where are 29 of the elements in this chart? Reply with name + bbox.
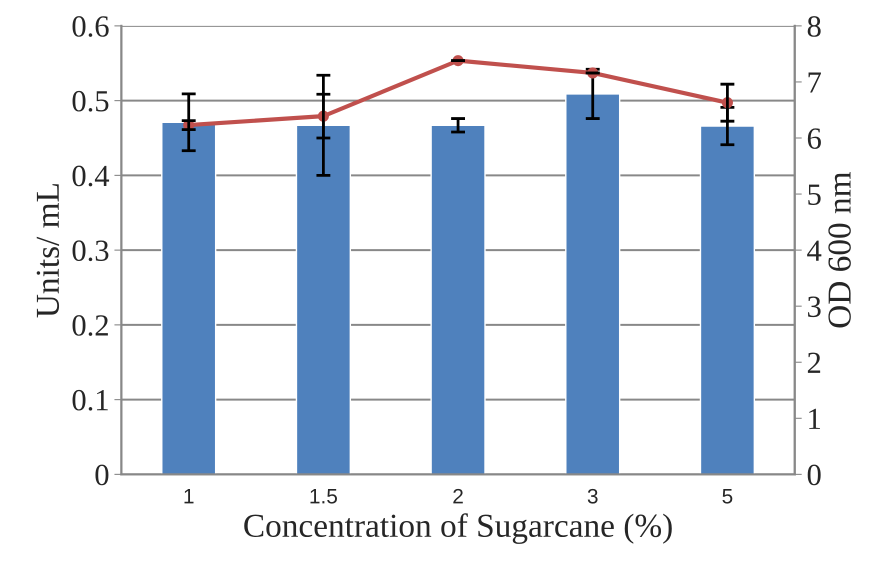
y-tick-label: 0.3 xyxy=(72,240,108,262)
x-axis-title: Concentration of Sugarcane (%) xyxy=(244,513,672,544)
bar xyxy=(296,124,352,474)
y2-tick-label: 7 xyxy=(808,72,821,93)
x-tick-label: 2 xyxy=(453,488,463,504)
y2-tick-label: 1 xyxy=(809,408,820,429)
y2-tick-label: 3 xyxy=(808,296,821,318)
bar xyxy=(700,125,756,474)
y2-tick-label: 0 xyxy=(808,464,821,486)
y2-tick-label: 5 xyxy=(808,184,821,205)
y-tick-label: 0.1 xyxy=(72,390,108,411)
x-tick-label: 1.5 xyxy=(310,489,337,504)
bar xyxy=(430,124,486,474)
y-axis-title: Units/ mL xyxy=(36,184,60,318)
y2-tick-label: 6 xyxy=(808,128,821,149)
y-tick-label: 0.6 xyxy=(72,16,109,37)
y-tick-label: 0 xyxy=(95,464,108,486)
x-tick-label: 5 xyxy=(722,489,732,504)
y-tick-label: 0.2 xyxy=(72,315,108,336)
y2-tick-label: 2 xyxy=(808,352,820,373)
y2-tick-label: 8 xyxy=(808,16,821,37)
y-tick-label: 0.4 xyxy=(72,166,110,186)
bar xyxy=(161,122,216,474)
bar xyxy=(565,93,620,474)
y-tick-label: 0.5 xyxy=(72,90,108,112)
x-tick-label: 1 xyxy=(184,489,194,504)
x-tick-label: 3 xyxy=(588,488,598,504)
y2-tick-label: 4 xyxy=(807,240,822,261)
y2-axis-title: OD 600 nm xyxy=(828,172,851,328)
